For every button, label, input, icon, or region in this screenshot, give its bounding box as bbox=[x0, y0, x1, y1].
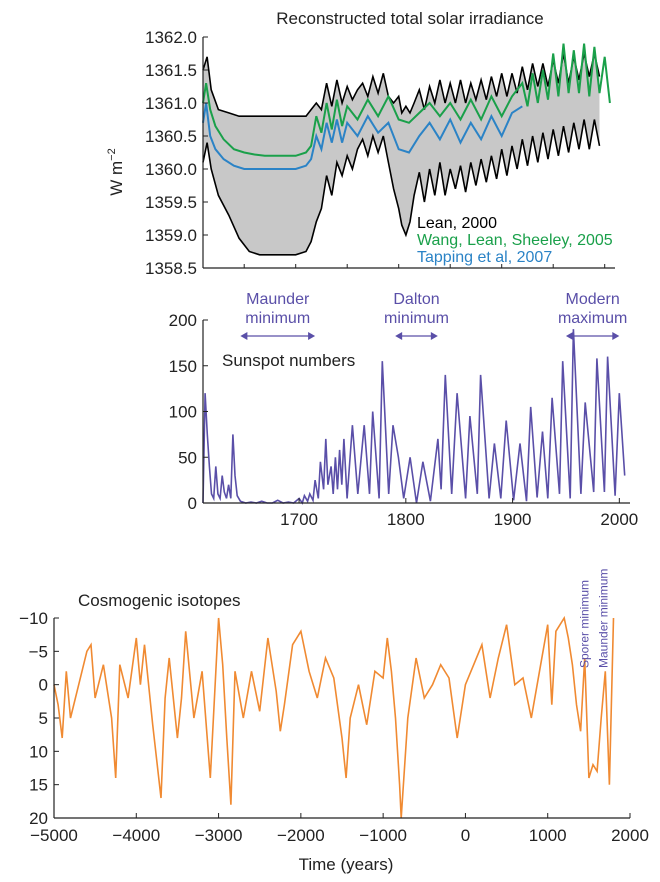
isotope-x-tick-label: 1000 bbox=[529, 826, 567, 845]
irradiance-y-tick-label: 1359.5 bbox=[145, 193, 197, 212]
sunspot-annotation-text: maximum bbox=[558, 310, 627, 327]
isotope-series-group bbox=[53, 615, 615, 819]
isotope-y-tick-label: 5 bbox=[39, 709, 48, 728]
sunspot-series-line bbox=[202, 329, 626, 505]
arrowhead-left-icon bbox=[395, 332, 403, 340]
isotope-x-tick-label: 0 bbox=[461, 826, 470, 845]
isotope-panel: Cosmogenic isotopes −10 −5 0 5 10 15 20−5000 −4… bbox=[19, 569, 649, 874]
arrowhead-left-icon bbox=[565, 332, 573, 340]
sunspot-x-tick-label: 1900 bbox=[494, 510, 532, 529]
arrowhead-left-icon bbox=[240, 332, 248, 340]
isotope-series-line bbox=[53, 615, 615, 819]
irradiance-y-tick-label: 1358.5 bbox=[145, 259, 197, 278]
isotope-y-tick-label: 0 bbox=[39, 676, 48, 695]
sunspot-y-tick-label: 0 bbox=[188, 494, 197, 513]
isotope-x-axis-label: Time (years) bbox=[299, 855, 394, 874]
isotope-title: Cosmogenic isotopes bbox=[78, 591, 241, 610]
lean-lower-line bbox=[202, 119, 601, 256]
sunspot-annotation-text: minimum bbox=[245, 310, 310, 327]
sunspot-annotations: Maunder minimum Dalton minimum Modern maximum bbox=[240, 291, 627, 340]
irradiance-title: Reconstructed total solar irradiance bbox=[276, 9, 543, 28]
sunspot-panel: Sunspot numbers Maunder minimum Dalton mini… bbox=[169, 291, 639, 529]
isotope-x-tick-label: −2000 bbox=[277, 826, 325, 845]
isotope-x-tick-label: −5000 bbox=[30, 826, 78, 845]
sunspot-title: Sunspot numbers bbox=[222, 351, 355, 370]
sunspot-annotation-text: Maunder bbox=[246, 291, 310, 308]
isotope-x-tick-label: −1000 bbox=[359, 826, 407, 845]
isotope-y-tick-label: 10 bbox=[29, 742, 48, 761]
sunspot-y-tick-label: 150 bbox=[169, 357, 197, 376]
sunspot-annotation-text: minimum bbox=[384, 310, 449, 327]
legend-label-tapping: Tapping et al, 2007 bbox=[417, 249, 552, 266]
isotope-y-tick-label: 20 bbox=[29, 809, 48, 828]
isotope-y-tick-label: −5 bbox=[29, 642, 48, 661]
isotope-y-tick-label: −10 bbox=[19, 609, 48, 628]
sunspot-x-tick-label: 1700 bbox=[280, 510, 318, 529]
lean-band-fill bbox=[203, 53, 600, 255]
irradiance-y-tick-label: 1362.0 bbox=[145, 28, 197, 47]
lean-upper-line bbox=[202, 53, 601, 117]
irradiance-y-tick-label: 1359.0 bbox=[145, 226, 197, 245]
isotope-x-tick-label: 2000 bbox=[611, 826, 649, 845]
sunspot-annotation-text: Modern bbox=[566, 291, 620, 308]
legend-label-lean: Lean, 2000 bbox=[417, 215, 497, 232]
isotope-axes: −10 −5 0 5 10 15 20−5000 −4000 −3000 −2000 −1000 0 1… bbox=[19, 609, 649, 845]
arrowhead-right-icon bbox=[430, 332, 438, 340]
irradiance-y-tick-label: 1360.5 bbox=[145, 127, 197, 146]
sunspot-y-tick-label: 200 bbox=[169, 311, 197, 330]
irradiance-panel: Reconstructed total solar irradiance 135… bbox=[106, 9, 615, 278]
legend-label-wang: Wang, Lean, Sheeley, 2005 bbox=[417, 232, 613, 249]
sunspot-y-tick-label: 100 bbox=[169, 403, 197, 422]
wang-series-line bbox=[202, 43, 611, 157]
arrowhead-right-icon bbox=[308, 332, 316, 340]
irradiance-y-tick-label: 1361.0 bbox=[145, 94, 197, 113]
irradiance-band-group bbox=[202, 53, 601, 256]
isotope-x-tick-label: −3000 bbox=[195, 826, 243, 845]
arrowhead-right-icon bbox=[612, 332, 620, 340]
irradiance-legend: Lean, 2000 Wang, Lean, Sheeley, 2005 Tap… bbox=[417, 215, 613, 266]
sunspot-series-group bbox=[202, 329, 626, 505]
isotope-annotations: Sporer minimum Maunder minimum bbox=[578, 569, 611, 668]
isotope-annotation-text: Maunder minimum bbox=[597, 569, 611, 668]
sunspot-annotation-text: Dalton bbox=[393, 291, 439, 308]
sunspot-y-tick-label: 50 bbox=[178, 448, 197, 467]
irradiance-y-tick-label: 1360.0 bbox=[145, 160, 197, 179]
sunspot-axes: 0 50 100 150 200 1700 1800 1900 2000 bbox=[169, 311, 639, 529]
irradiance-y-axis-label: W m−2 bbox=[106, 148, 126, 195]
sunspot-x-tick-label: 1800 bbox=[387, 510, 425, 529]
irradiance-y-axis-label-superscript: −2 bbox=[106, 148, 118, 161]
isotope-annotation-text: Sporer minimum bbox=[578, 580, 592, 668]
irradiance-axes: 1358.5 1359.0 1359.5 1360.0 1360.5 1361.0 1361… bbox=[145, 28, 615, 278]
sunspot-x-tick-label: 2000 bbox=[600, 510, 638, 529]
irradiance-y-axis-label-text: W m bbox=[107, 161, 126, 196]
irradiance-y-tick-label: 1361.5 bbox=[145, 61, 197, 80]
isotope-x-tick-label: −4000 bbox=[112, 826, 160, 845]
isotope-y-tick-label: 15 bbox=[29, 776, 48, 795]
irradiance-series-group bbox=[202, 43, 611, 170]
tapping-series-line bbox=[202, 102, 523, 170]
